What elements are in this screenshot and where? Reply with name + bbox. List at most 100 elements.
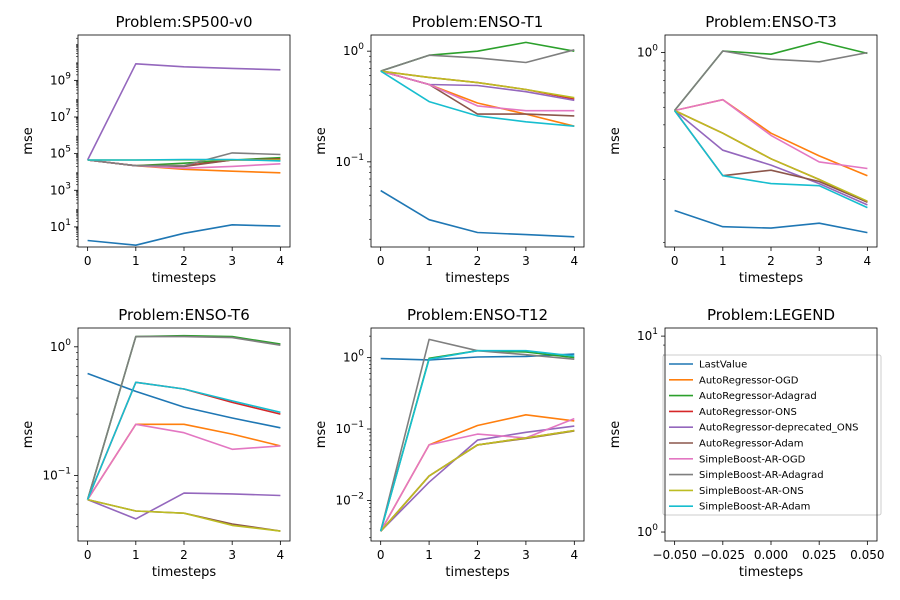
- series-line-simpleboost-ar-adam: [86, 381, 281, 500]
- x-tick-label: 3: [522, 254, 530, 268]
- x-tick-label: 4: [277, 254, 285, 268]
- subplot-6: Problem:LEGEND 100 101 −0.050 −0.025 0.000 0.0…: [608, 306, 885, 580]
- x-tick-label: 2: [180, 254, 188, 268]
- series-line-simpleboost-ar-ogd: [380, 417, 575, 532]
- y-axis-label: mse: [314, 127, 329, 154]
- series-group: [86, 62, 281, 246]
- x-tick-label: 0: [377, 254, 385, 268]
- legend-label: AutoRegressor-OGD: [699, 375, 799, 386]
- axes-frame: [77, 327, 291, 542]
- x-tick-label: 0: [671, 254, 679, 268]
- series-line-autoregressor-adam: [87, 498, 281, 532]
- x-tick-label: 3: [522, 548, 530, 562]
- series-line-simpleboost-ar-ons: [87, 498, 281, 532]
- legend-label: AutoRegressor-deprecated_ONS: [699, 423, 859, 434]
- series-group: [380, 41, 575, 238]
- x-tick-label: 0.000: [754, 548, 788, 562]
- y-axis-label: mse: [21, 421, 36, 448]
- y-tick-label: 100: [637, 523, 658, 539]
- x-tick-label: 2: [474, 548, 482, 562]
- x-axis-label: timesteps: [739, 565, 803, 580]
- axes-frame: [370, 34, 585, 248]
- x-axis-label: timesteps: [739, 271, 803, 286]
- legend: LastValue AutoRegressor-OGD AutoRegressor-…: [662, 354, 882, 516]
- series-line-autoregressor-deprecated-ons: [380, 425, 575, 532]
- y-tick-label: 10−1: [335, 420, 364, 436]
- x-tick-label: 1: [132, 254, 140, 268]
- series-line-simpleboost-ar-ons: [674, 109, 868, 202]
- legend-frame: [662, 354, 882, 516]
- x-axis-label: timesteps: [152, 271, 216, 286]
- axes-frame: [664, 34, 878, 248]
- y-tick-label: 100: [50, 338, 71, 354]
- series-line-simpleboost-ar-ogd: [380, 70, 575, 112]
- subplot-title: Problem:LEGEND: [707, 306, 835, 324]
- axes-frame: [370, 327, 585, 542]
- x-tick-label: 0.025: [802, 548, 836, 562]
- x-tick-label: 3: [228, 254, 236, 268]
- y-tick-label: 103: [50, 181, 71, 197]
- y-tick-label: 10−2: [335, 491, 364, 507]
- subplot-4: Problem:ENSO-T6 10−1 100 0 1 2 3 4 timesteps mse: [21, 306, 291, 580]
- y-tick-label: 101: [50, 218, 71, 234]
- series-line-lastvalue: [674, 209, 868, 234]
- series-line-autoregressor-deprecated-ons: [86, 62, 281, 161]
- subplot-2: Problem:ENSO-T1 10−1 100 0 1 2 3 4 timesteps mse: [314, 13, 585, 286]
- x-tick-label: −0.050: [652, 548, 696, 562]
- x-tick-label: 0.050: [850, 548, 884, 562]
- series-line-simpleboost-ar-ogd: [86, 423, 281, 501]
- subplot-5: Problem:ENSO-T12 10−2 10−1 100 0 1 2 3 4 timestep…: [314, 306, 585, 580]
- x-tick-label: 0: [377, 548, 385, 562]
- subplot-title: Problem:ENSO-T1: [412, 13, 544, 31]
- y-tick-label: 107: [50, 108, 71, 124]
- x-tick-label: 4: [277, 548, 285, 562]
- series-line-simpleboost-ar-ogd: [674, 98, 868, 170]
- subplot-1: Problem:SP500-v0 101 103 105 107 109 0 1 2 3 4 time…: [21, 13, 291, 286]
- x-tick-label: 0: [84, 548, 92, 562]
- series-line-simpleboost-ar-adam: [379, 349, 575, 532]
- series-line-simpleboost-ar-adagrad: [673, 50, 868, 112]
- legend-label: LastValue: [699, 360, 747, 371]
- series-line-lastvalue: [87, 372, 281, 429]
- y-axis-label: mse: [21, 127, 36, 154]
- subplot-title: Problem:ENSO-T12: [407, 306, 548, 324]
- series-line-lastvalue: [87, 224, 281, 246]
- series-line-simpleboost-ar-adam: [673, 110, 868, 209]
- legend-label: AutoRegressor-Adam: [699, 439, 804, 450]
- y-tick-label: 109: [50, 71, 71, 87]
- x-tick-label: 4: [570, 254, 578, 268]
- subplot-title: Problem:ENSO-T6: [118, 306, 250, 324]
- series-group: [86, 334, 281, 532]
- series-line-lastvalue: [380, 189, 575, 238]
- series-line-autoregressor-adagrad: [86, 334, 281, 500]
- series-group: [673, 40, 868, 234]
- series-group: [379, 338, 575, 532]
- x-tick-label: 2: [767, 254, 775, 268]
- series-line-simpleboost-ar-adam: [87, 158, 281, 162]
- x-tick-label: 1: [425, 254, 433, 268]
- x-axis-label: timesteps: [152, 565, 216, 580]
- x-tick-label: 2: [180, 548, 188, 562]
- x-tick-label: 1: [719, 254, 727, 268]
- legend-label: SimpleBoost-AR-Adam: [699, 502, 810, 513]
- series-line-autoregressor-ogd: [380, 413, 575, 532]
- x-tick-label: 2: [474, 254, 482, 268]
- series-line-autoregressor-deprecated-ons: [674, 109, 868, 206]
- legend-label: SimpleBoost-AR-Adagrad: [699, 470, 824, 481]
- series-line-simpleboost-ar-adam: [380, 70, 575, 127]
- x-axis-label: timesteps: [445, 271, 509, 286]
- series-line-simpleboost-ar-adagrad: [86, 335, 281, 500]
- x-tick-label: 0: [84, 254, 92, 268]
- legend-label: AutoRegressor-ONS: [699, 407, 797, 418]
- series-line-simpleboost-ar-adagrad: [380, 49, 575, 72]
- y-tick-label: 105: [50, 145, 71, 161]
- series-line-autoregressor-ogd: [86, 423, 281, 501]
- y-axis-label: mse: [608, 421, 623, 448]
- legend-label: SimpleBoost-AR-OGD: [699, 454, 806, 465]
- y-tick-label: 10−1: [335, 153, 364, 169]
- y-tick-label: 101: [637, 327, 658, 343]
- x-tick-label: 3: [815, 254, 823, 268]
- subplot-title: Problem:ENSO-T3: [705, 13, 837, 31]
- x-tick-label: −0.025: [701, 548, 745, 562]
